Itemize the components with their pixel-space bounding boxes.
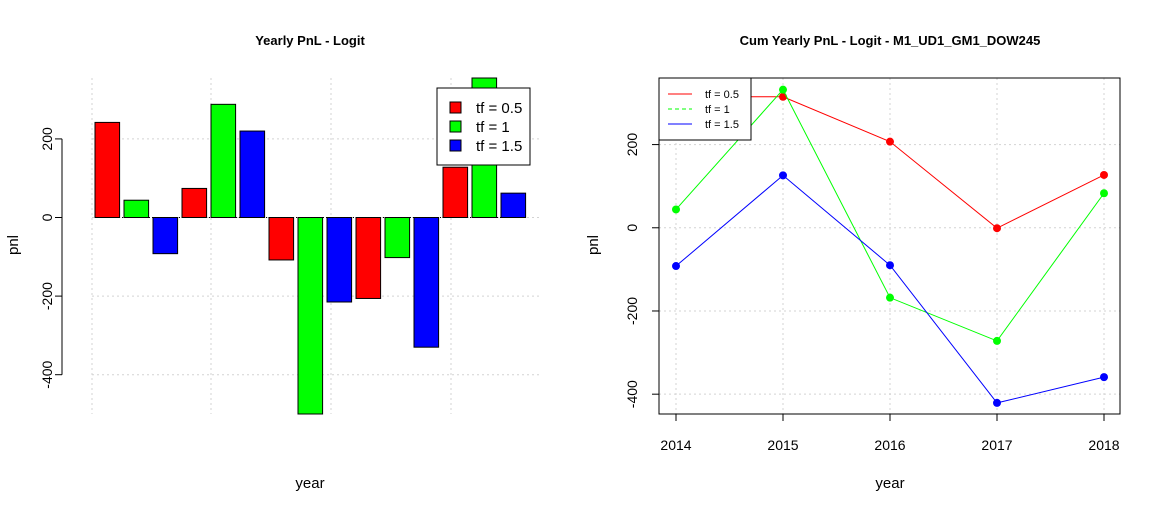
bar-chart-y-tick-label: -400 [39,360,55,388]
line-chart-x-tick-label: 2017 [981,437,1012,453]
data-point [886,261,894,270]
data-point [779,85,787,94]
bar-chart-y-axis: -400 -200 0 200 [39,127,63,389]
bar-chart-x-label: year [295,475,324,492]
bar-chart-y-tick-label: 0 [39,213,55,221]
data-point [779,92,787,101]
data-point [672,262,680,271]
bar [181,187,208,219]
bar-chart-legend-swatch [449,101,462,114]
data-point [1100,170,1108,179]
line-chart-y-tick-label: 0 [624,224,640,232]
line-chart-legend-label: tf = 0.5 [705,89,739,101]
bar [152,217,179,255]
bar-chart-legend-swatch [449,120,462,133]
bar [297,217,324,415]
bar-chart-legend: tf = 0.5 tf = 1 tf = 1.5 [436,87,531,166]
line-chart-y-tick-label: -400 [624,380,640,408]
line-chart-legend-box [658,77,752,141]
line-chart-series [672,85,1108,407]
bar [94,121,121,219]
line-chart-axes: 2014 2015 2016 2017 2018 -400 -200 0 200 [624,133,1120,453]
bar-chart-y-tick-label: 200 [39,127,55,151]
data-point [1100,189,1108,198]
line-chart-y-label: pnl [585,235,602,255]
data-point [993,224,1001,233]
bar-chart-legend-swatch [449,139,462,152]
data-point [779,171,787,180]
bar-chart-y-label: pnl [5,235,22,255]
bar [239,130,266,219]
line-chart-title: Cum Yearly PnL - Logit - M1_UD1_GM1_DOW2… [740,33,1041,48]
bar [326,217,353,303]
line-chart-legend: tf = 0.5 tf = 1 tf = 1.5 [658,77,752,141]
bar-chart-legend-label: tf = 1.5 [476,138,522,155]
line-chart-x-tick-label: 2016 [874,437,905,453]
bar [442,166,469,219]
line-chart-y-tick-label: -200 [624,297,640,325]
data-point [993,398,1001,407]
bar [413,217,440,348]
bar [355,217,382,299]
bar-chart-legend-label: tf = 1 [476,119,510,136]
line-chart-x-tick-label: 2018 [1088,437,1119,453]
line-chart-legend-label: tf = 1.5 [705,119,739,131]
bar-chart-title: Yearly PnL - Logit [255,33,365,48]
data-point [886,137,894,146]
line-chart-x-tick-label: 2015 [767,437,798,453]
data-point [993,336,1001,345]
bar [500,192,527,219]
line-chart-x-tick-label: 2014 [660,437,691,453]
data-point [886,293,894,302]
line-chart-x-label: year [875,475,904,492]
bar [123,199,150,219]
bar [268,217,295,261]
bar-chart: Yearly PnL - Logit year pnl -400 -200 0 200… [5,33,540,492]
line-chart-legend-label: tf = 1 [705,104,730,116]
line-chart: Cum Yearly PnL - Logit - M1_UD1_GM1_DOW2… [585,33,1121,492]
data-point [672,205,680,214]
bar-chart-bars [94,77,527,415]
data-point [1100,373,1108,382]
bar [384,217,411,259]
bar-chart-legend-label: tf = 0.5 [476,100,522,117]
bar-chart-y-tick-label: -200 [39,282,55,310]
bar [210,103,237,219]
line-chart-y-tick-label: 200 [624,133,640,157]
